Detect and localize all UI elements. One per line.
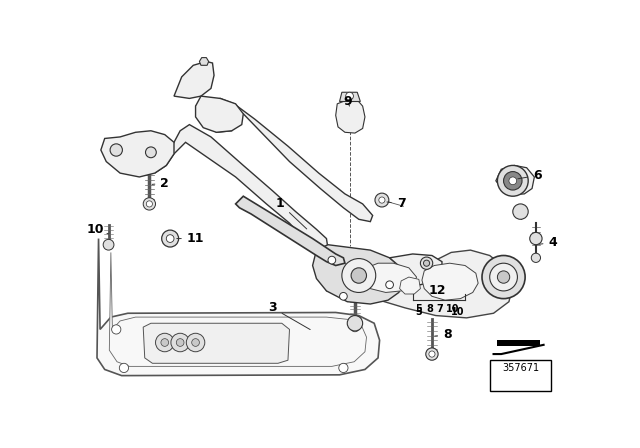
Circle shape bbox=[328, 256, 336, 264]
Polygon shape bbox=[390, 254, 442, 285]
Circle shape bbox=[340, 293, 348, 300]
Polygon shape bbox=[336, 100, 365, 133]
Circle shape bbox=[186, 333, 205, 352]
Polygon shape bbox=[97, 238, 380, 375]
Text: 10: 10 bbox=[451, 307, 464, 317]
Circle shape bbox=[490, 263, 517, 291]
Polygon shape bbox=[312, 245, 403, 304]
Circle shape bbox=[379, 197, 385, 203]
Text: 3: 3 bbox=[268, 302, 310, 330]
Text: 10: 10 bbox=[86, 223, 109, 236]
Circle shape bbox=[351, 268, 367, 283]
Circle shape bbox=[375, 193, 389, 207]
Circle shape bbox=[513, 204, 528, 220]
Text: 12: 12 bbox=[429, 284, 446, 297]
Circle shape bbox=[147, 201, 152, 207]
Circle shape bbox=[342, 258, 376, 293]
Text: 8: 8 bbox=[435, 328, 452, 341]
Circle shape bbox=[103, 239, 114, 250]
Circle shape bbox=[348, 315, 363, 331]
Polygon shape bbox=[236, 196, 345, 266]
Polygon shape bbox=[422, 263, 478, 300]
Bar bbox=[490, 360, 551, 391]
Circle shape bbox=[162, 230, 179, 247]
Polygon shape bbox=[340, 92, 360, 102]
Circle shape bbox=[110, 144, 122, 156]
Circle shape bbox=[504, 172, 522, 190]
Text: 9: 9 bbox=[343, 95, 351, 108]
Polygon shape bbox=[196, 96, 243, 132]
Circle shape bbox=[429, 351, 435, 357]
Polygon shape bbox=[143, 323, 289, 363]
Circle shape bbox=[166, 235, 174, 242]
Polygon shape bbox=[196, 99, 372, 222]
Polygon shape bbox=[326, 248, 513, 318]
Polygon shape bbox=[496, 165, 534, 195]
Circle shape bbox=[145, 147, 156, 158]
Circle shape bbox=[482, 255, 525, 299]
Circle shape bbox=[531, 253, 541, 263]
Polygon shape bbox=[155, 125, 328, 250]
Circle shape bbox=[530, 233, 542, 245]
Circle shape bbox=[119, 363, 129, 373]
Text: 5: 5 bbox=[415, 307, 422, 317]
Polygon shape bbox=[363, 263, 417, 293]
Circle shape bbox=[176, 339, 184, 346]
Circle shape bbox=[192, 339, 200, 346]
Text: 4: 4 bbox=[539, 236, 557, 249]
Text: 5: 5 bbox=[415, 304, 422, 314]
Text: 10: 10 bbox=[446, 304, 460, 314]
Circle shape bbox=[424, 260, 429, 266]
Circle shape bbox=[386, 281, 394, 289]
Circle shape bbox=[426, 348, 438, 360]
Circle shape bbox=[156, 333, 174, 352]
Polygon shape bbox=[399, 277, 420, 294]
Circle shape bbox=[350, 323, 360, 332]
Polygon shape bbox=[101, 131, 174, 177]
Circle shape bbox=[339, 363, 348, 373]
Text: 7: 7 bbox=[436, 304, 443, 314]
Circle shape bbox=[509, 177, 516, 185]
Polygon shape bbox=[200, 58, 209, 65]
Text: 357671: 357671 bbox=[502, 363, 539, 373]
Circle shape bbox=[497, 271, 509, 283]
Text: 11: 11 bbox=[177, 232, 204, 245]
Circle shape bbox=[161, 339, 168, 346]
Text: 6: 6 bbox=[518, 169, 541, 182]
Text: 7: 7 bbox=[387, 198, 406, 211]
Bar bbox=[497, 340, 540, 346]
Circle shape bbox=[171, 333, 189, 352]
Circle shape bbox=[111, 325, 121, 334]
Circle shape bbox=[143, 198, 156, 210]
Polygon shape bbox=[109, 252, 367, 366]
Polygon shape bbox=[174, 61, 214, 99]
Text: 1: 1 bbox=[276, 198, 307, 229]
Text: 2: 2 bbox=[152, 177, 169, 190]
Circle shape bbox=[420, 257, 433, 269]
Text: 8: 8 bbox=[426, 304, 433, 314]
Circle shape bbox=[497, 165, 528, 196]
Circle shape bbox=[346, 92, 353, 100]
